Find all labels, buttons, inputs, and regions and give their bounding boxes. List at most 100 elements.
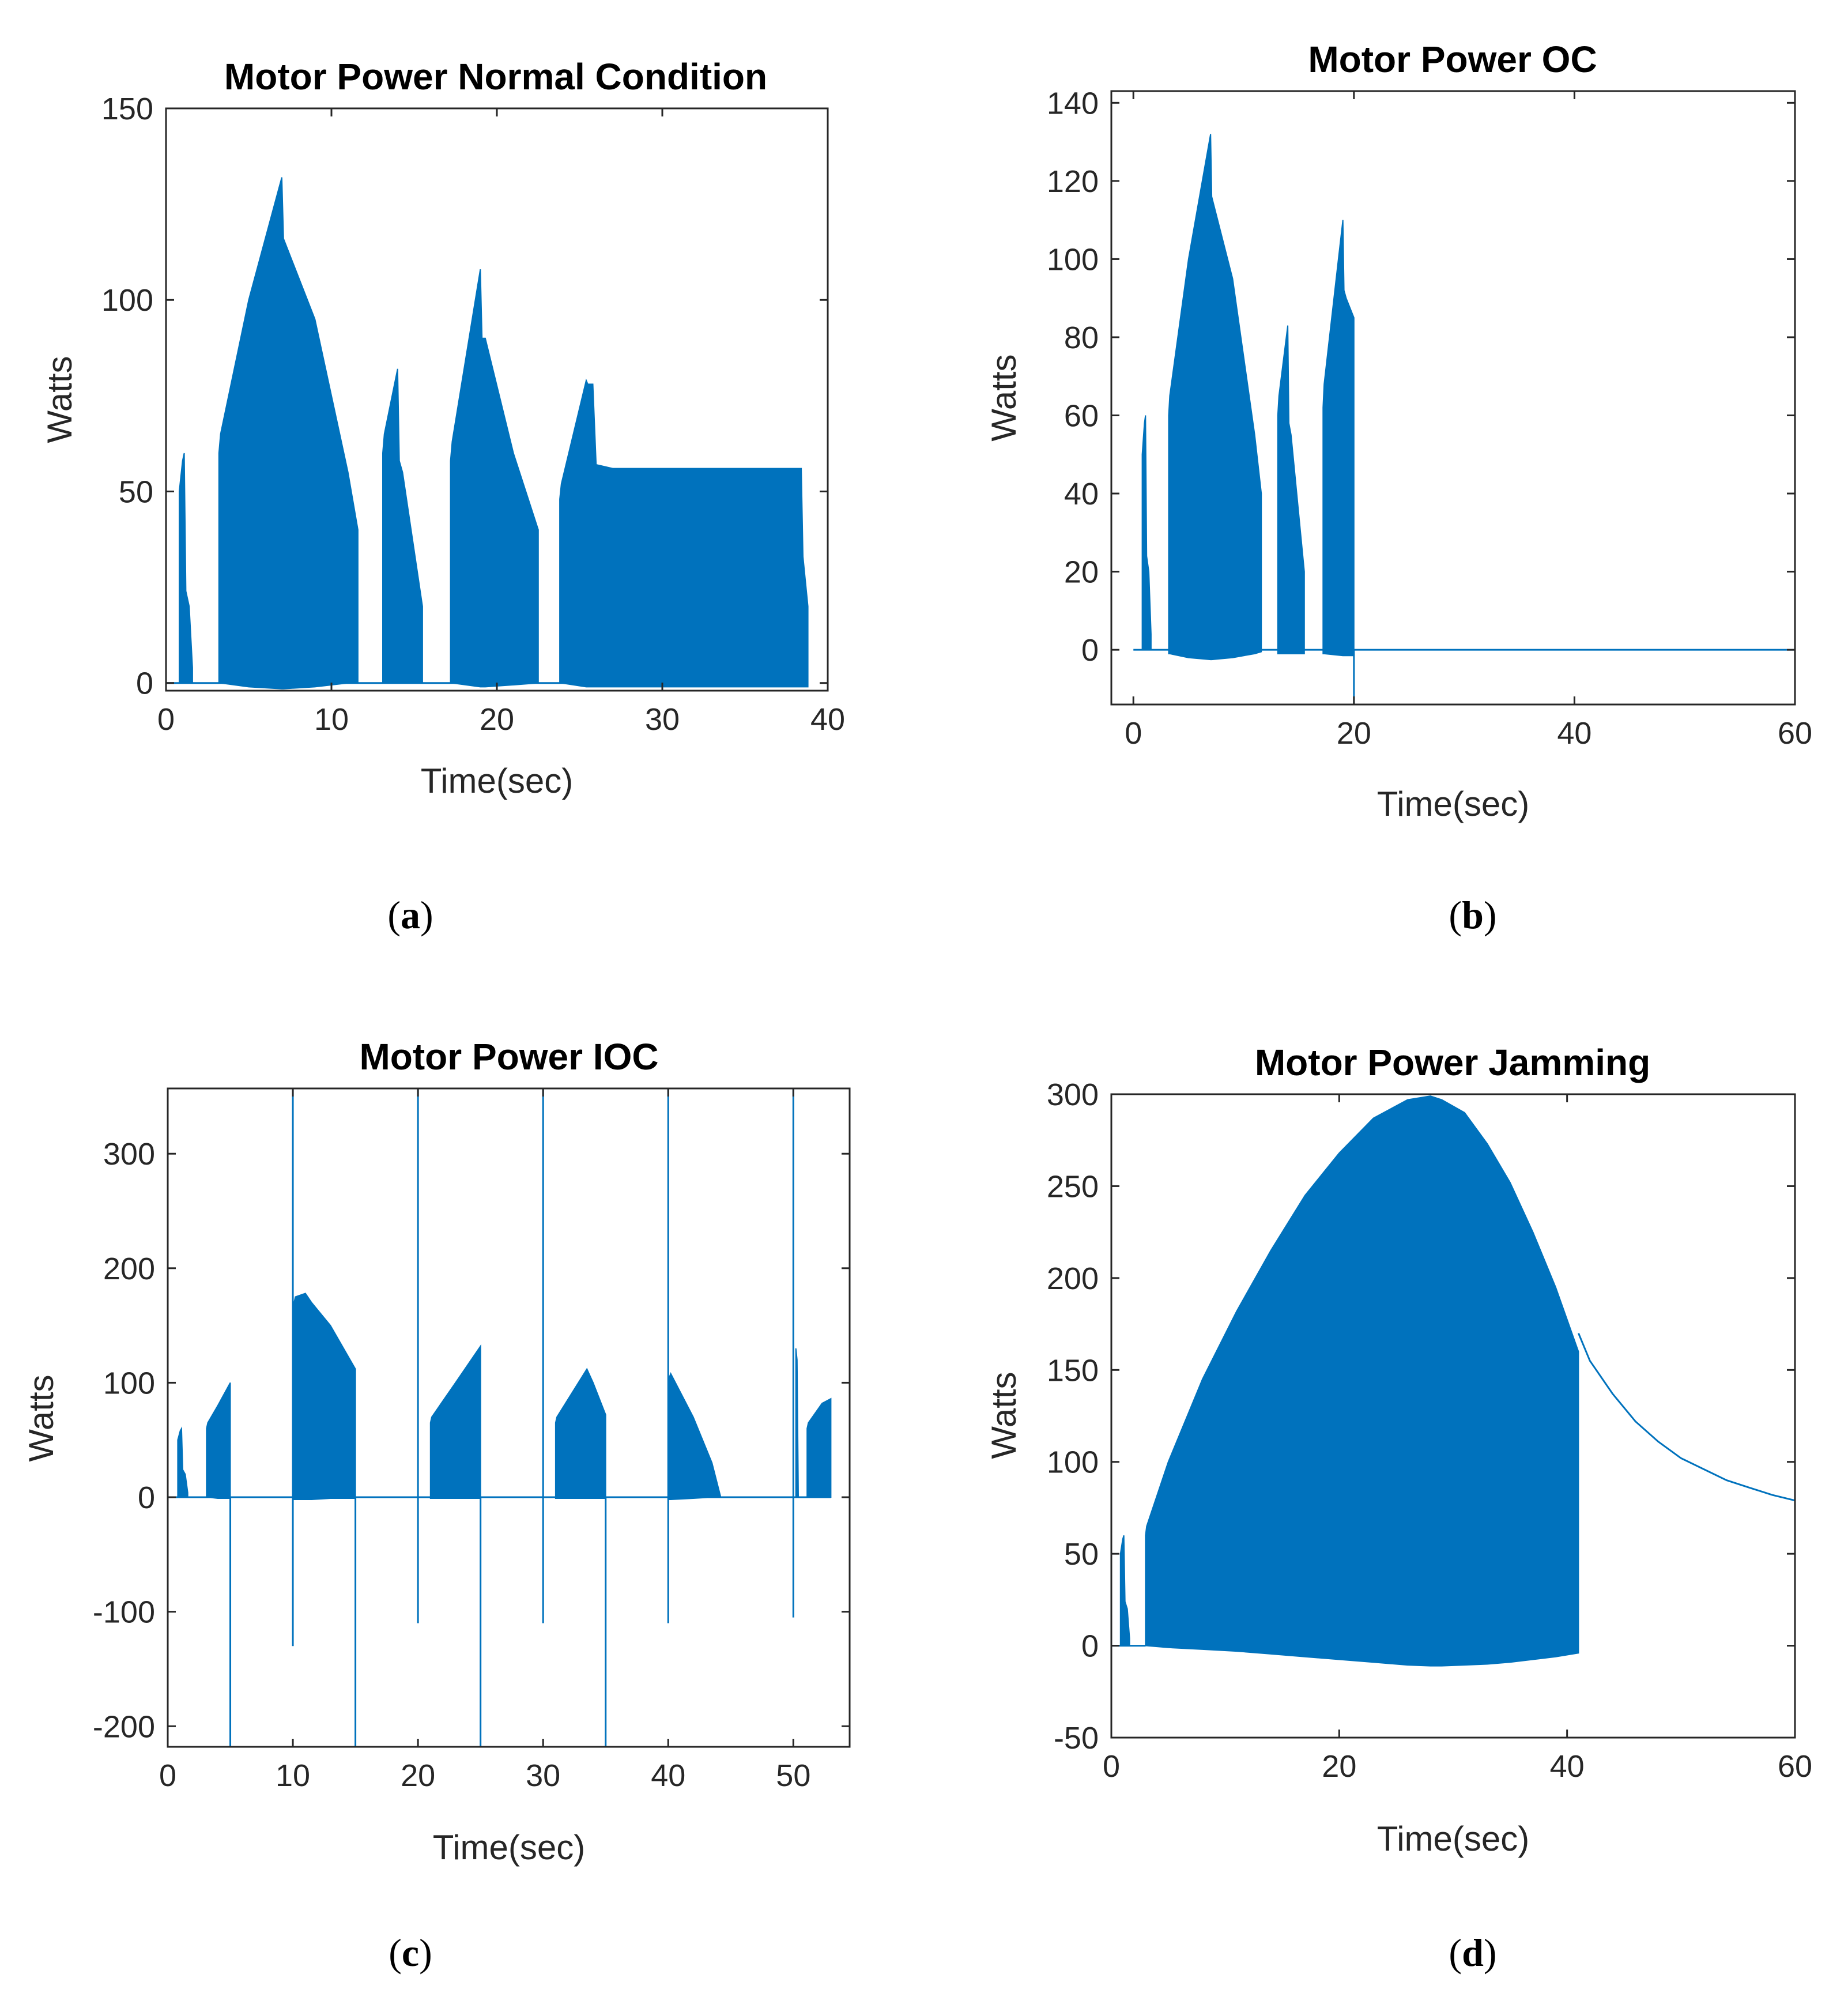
chart-a-burst-3 (382, 368, 423, 684)
chart-b-ytick-label: 100 (1047, 242, 1099, 277)
chart-d-ytick-label: 200 (1047, 1261, 1099, 1296)
chart-b-plot (1133, 134, 1795, 704)
chart-b-xtick-label: 40 (1557, 716, 1591, 751)
chart-b-ytick-label: 20 (1064, 555, 1099, 590)
chart-b-ytick-label: 120 (1047, 164, 1099, 199)
chart-d-ytick-label: 0 (1081, 1629, 1099, 1664)
chart-a-plot (166, 177, 809, 690)
chart-c-ytick-label: -200 (93, 1709, 155, 1744)
chart-c-xtick-label: 50 (776, 1758, 810, 1793)
chart-b-xtick-label: 0 (1125, 716, 1142, 751)
chart-d-xtick-label: 60 (1778, 1749, 1812, 1784)
chart-c-xtick-label: 30 (526, 1758, 560, 1793)
chart-panel-d: Motor Power Jamming 0 20 40 60-500501001502… (985, 1042, 1812, 1975)
chart-a-ytick-label: 50 (119, 474, 153, 509)
chart-c-burst-5 (555, 1367, 606, 1499)
caption-c: (c) (389, 1931, 432, 1975)
chart-c-ytick-label: 200 (103, 1252, 155, 1286)
chart-d-ytick-label: 300 (1047, 1077, 1099, 1112)
chart-b-xlabel: Time(sec) (1377, 785, 1529, 823)
chart-c-xtick-label: 20 (401, 1758, 435, 1793)
chart-a-ytick-label: 100 (101, 283, 153, 318)
chart-c-burst-6 (669, 1372, 722, 1500)
chart-d-burst-1 (1119, 1535, 1130, 1647)
chart-d-xtick-label: 0 (1103, 1749, 1120, 1784)
chart-a-xtick-label: 40 (810, 702, 845, 737)
chart-c-ylabel: Watts (22, 1374, 61, 1461)
chart-c-xtick-label: 40 (651, 1758, 685, 1793)
chart-c-ytick-label: 0 (138, 1480, 155, 1515)
chart-d-ytick-label: 100 (1047, 1445, 1099, 1480)
chart-a-xtick-label: 10 (314, 702, 349, 737)
caption-a: (a) (387, 893, 433, 937)
chart-c-burst-3 (293, 1293, 356, 1500)
chart-b-ytick-label: 80 (1064, 321, 1099, 355)
chart-c-ytick-label: 100 (103, 1366, 155, 1400)
chart-b-frame (1110, 90, 1796, 706)
chart-b-burst-1 (1141, 415, 1152, 651)
chart-c-frame (167, 1087, 851, 1748)
chart-a-title: Motor Power Normal Condition (224, 56, 767, 97)
chart-c-burst-8 (806, 1397, 832, 1498)
caption-b: (b) (1449, 893, 1496, 937)
chart-c-burst-1 (177, 1426, 188, 1498)
chart-b-ytick-label: 40 (1064, 477, 1099, 511)
chart-b-ytick-label: 0 (1081, 633, 1099, 668)
chart-d-burst-2 (1145, 1095, 1579, 1667)
caption-b-letter: b (1462, 893, 1484, 937)
chart-panel-c: Motor Power IOC 0 10 20 30 40 50 -200 -100 0 100 2… (22, 1036, 851, 1975)
chart-b-burst-2 (1168, 134, 1262, 661)
chart-a-xtick-label: 30 (645, 702, 680, 737)
caption-c-letter: c (402, 1931, 419, 1975)
chart-d-ylabel: Watts (985, 1372, 1023, 1459)
chart-d-xtick-label: 40 (1550, 1749, 1585, 1784)
chart-c-burst-4 (429, 1344, 481, 1499)
chart-a-burst-1 (179, 453, 193, 684)
chart-b-ytick-label: 60 (1064, 398, 1099, 433)
chart-c-xtick-label: 10 (276, 1758, 310, 1793)
chart-a-burst-2 (218, 177, 359, 690)
chart-d-xlabel: Time(sec) (1377, 1819, 1529, 1858)
chart-c-xtick-label: 0 (159, 1758, 176, 1793)
chart-a-burst-5 (559, 378, 809, 688)
chart-b-xtick-label: 20 (1337, 716, 1371, 751)
caption-a-letter: a (401, 893, 420, 937)
chart-a-ytick-label: 0 (136, 666, 153, 701)
chart-c-title: Motor Power IOC (359, 1036, 658, 1077)
chart-b-ytick-label: 140 (1047, 86, 1099, 120)
chart-c-burst-7 (795, 1348, 799, 1498)
chart-d-ytick-label: 150 (1047, 1353, 1099, 1388)
chart-d-ytick-label: 250 (1047, 1169, 1099, 1204)
chart-b-ylabel: Watts (985, 354, 1023, 441)
chart-d-ytick-label: -50 (1054, 1721, 1099, 1755)
chart-panel-b: Motor Power OC 0 20 40 60 0 20 40 60 80 100 120 140… (985, 39, 1812, 937)
chart-a-ticks: 0 10 20 30 40 0 50 100 150 (101, 92, 845, 737)
caption-d-letter: d (1462, 1931, 1484, 1975)
chart-c-ytick-label: 300 (103, 1137, 155, 1171)
chart-a-xlabel: Time(sec) (421, 762, 573, 800)
chart-b-ticks: 0 20 40 60 0 20 40 60 80 100 120 140 (1047, 86, 1812, 751)
chart-b-title: Motor Power OC (1308, 39, 1597, 80)
chart-c-ytick-label: -100 (93, 1595, 155, 1630)
chart-a-ylabel: Watts (40, 356, 79, 443)
caption-d: (d) (1449, 1931, 1496, 1975)
chart-d-ytick-label: 50 (1064, 1537, 1099, 1572)
chart-a-ytick-label: 150 (101, 92, 153, 126)
chart-d-plot (1111, 1095, 1796, 1667)
chart-c-plot (168, 1088, 832, 1747)
chart-a-xtick-label: 0 (157, 702, 175, 737)
chart-d-frame (1110, 1093, 1796, 1739)
chart-panel-a: Motor Power Normal Condition 0 10 20 30 40 0 5… (40, 56, 845, 937)
chart-d-xtick-label: 20 (1322, 1749, 1356, 1784)
chart-a-xtick-label: 20 (480, 702, 514, 737)
chart-b-burst-3 (1277, 325, 1305, 654)
chart-d-title: Motor Power Jamming (1255, 1042, 1650, 1083)
chart-b-burst-4 (1322, 220, 1355, 657)
chart-c-xlabel: Time(sec) (433, 1828, 585, 1867)
chart-d-tail-line (1578, 1332, 1796, 1502)
chart-c-ticks: 0 10 20 30 40 50 -200 -100 0 100 200 300 (93, 1088, 850, 1793)
chart-c-burst-2 (206, 1382, 231, 1499)
chart-a-burst-4 (450, 269, 539, 688)
